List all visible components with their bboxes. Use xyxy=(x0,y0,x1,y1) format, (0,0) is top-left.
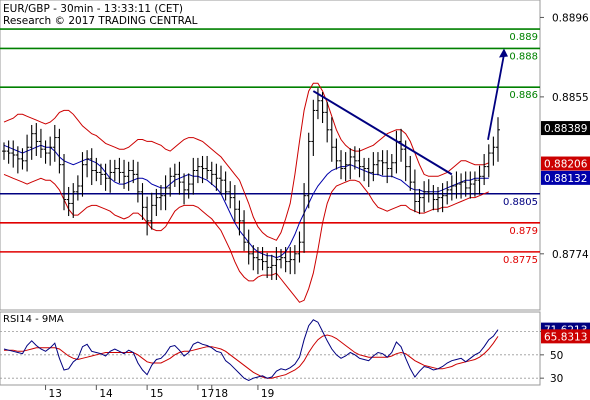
level-labels: 0.889 0.888 0.886 0.8805 0.879 0.8775 xyxy=(503,32,538,266)
rsi-tag-label: 65.8313 xyxy=(544,331,587,343)
symbol-title: EUR/GBP - 30min - 13:33:11 (CET) xyxy=(3,3,183,15)
level-label: 0.886 xyxy=(509,90,538,101)
price-tags: 0.88389 0.88206 0.88132 xyxy=(541,121,590,185)
price-axis: 0.8896 0.8855 0.8774 xyxy=(540,12,589,261)
price-tag-label: 0.88206 xyxy=(544,159,588,171)
x-tick-label: 18 xyxy=(215,388,228,400)
level-label: 0.888 xyxy=(509,51,538,62)
price-tag-label: 0.88389 xyxy=(544,123,587,135)
rsi-tick-label: 50 xyxy=(550,350,563,362)
trendline-group xyxy=(312,48,508,176)
research-credit: Research © 2017 TRADING CENTRAL xyxy=(3,15,198,27)
price-panel-frame xyxy=(0,0,541,311)
price-bars xyxy=(2,88,500,280)
level-label: 0.8805 xyxy=(503,197,538,208)
y-tick-label: 0.8855 xyxy=(552,92,589,104)
y-tick-label: 0.8896 xyxy=(552,12,589,24)
level-label: 0.889 xyxy=(509,32,538,43)
level-label: 0.879 xyxy=(509,226,538,237)
descending-trendline xyxy=(312,90,453,176)
x-tick-label: 19 xyxy=(261,388,274,400)
x-tick-label: 17 xyxy=(201,388,214,400)
rsi-tag-box xyxy=(541,329,590,344)
price-tag-box xyxy=(541,121,590,136)
bollinger-upper-line xyxy=(3,82,489,241)
y-tick-label: 0.8774 xyxy=(552,249,589,261)
x-tick-label: 14 xyxy=(99,388,113,400)
x-tick-label: 15 xyxy=(150,388,163,400)
moving-average-line xyxy=(3,144,489,259)
price-tag-box xyxy=(541,170,590,185)
forecast-arrow-shaft xyxy=(487,54,505,140)
rsi-tick-label: 30 xyxy=(550,373,563,385)
rsi-panel-frame xyxy=(0,311,541,386)
rsi-ma-line xyxy=(4,334,499,379)
level-label: 0.8775 xyxy=(503,255,538,266)
x-tick-label: 13 xyxy=(49,388,62,400)
rsi-line xyxy=(3,319,499,382)
rsi-label: RSI14 - 9MA xyxy=(3,314,64,325)
price-tag-box xyxy=(541,156,590,171)
rsi-panel: 70503071.621365.8313 xyxy=(0,319,590,385)
level-lines xyxy=(0,28,540,253)
forecast-arrow-head xyxy=(499,48,508,58)
time-axis: 13 14 15 17 18 19 xyxy=(45,385,274,400)
bollinger-lower-line xyxy=(3,173,489,303)
price-tag-label: 0.88132 xyxy=(544,173,587,185)
bollinger-bands xyxy=(3,82,489,303)
